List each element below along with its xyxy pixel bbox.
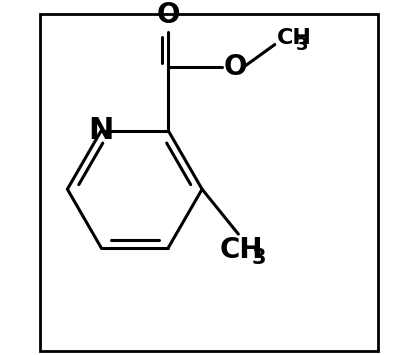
Text: 3: 3	[252, 248, 266, 268]
Text: O: O	[223, 53, 247, 81]
Text: 3: 3	[296, 36, 308, 54]
Text: CH: CH	[220, 236, 264, 264]
Text: N: N	[88, 116, 114, 146]
Text: O: O	[157, 1, 180, 29]
Text: CH: CH	[277, 28, 311, 48]
